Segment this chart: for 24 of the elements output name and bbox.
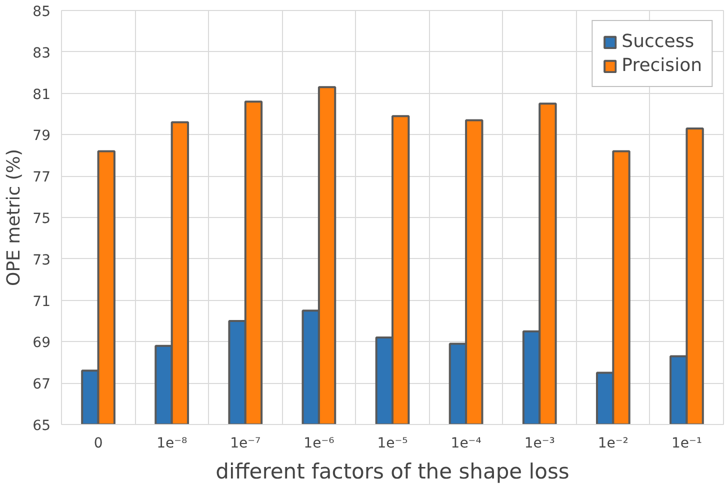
legend-label: Success [622, 31, 694, 52]
legend-label: Precision [622, 55, 702, 76]
x-tick-label: 1e⁻¹ [671, 436, 702, 452]
x-tick-label: 1e⁻² [598, 436, 628, 452]
y-tick-label: 83 [32, 45, 51, 62]
x-tick-label: 1e⁻⁵ [377, 436, 408, 452]
x-tick-label: 1e⁻⁴ [450, 436, 482, 452]
x-tick-label: 1e⁻⁷ [230, 436, 261, 452]
y-tick-label: 73 [32, 252, 51, 268]
x-tick-label: 1e⁻⁶ [304, 436, 335, 452]
y-tick-label: 71 [32, 294, 51, 310]
y-tick-label: 69 [32, 335, 51, 352]
x-axis-title: different factors of the shape loss [216, 460, 570, 484]
x-tick-label: 1e⁻⁸ [156, 436, 188, 452]
y-tick-label: 65 [32, 418, 51, 434]
y-axis-title: OPE metric (%) [4, 149, 25, 286]
y-tick-label: 77 [32, 170, 51, 186]
x-tick-label: 1e⁻³ [524, 436, 555, 452]
y-tick-label: 67 [32, 376, 51, 393]
x-tick-label: 0 [94, 436, 103, 452]
y-tick-label: 81 [32, 86, 51, 103]
y-tick-label: 85 [32, 4, 51, 20]
y-tick-label: 79 [32, 128, 51, 144]
y-tick-label: 75 [32, 211, 51, 227]
